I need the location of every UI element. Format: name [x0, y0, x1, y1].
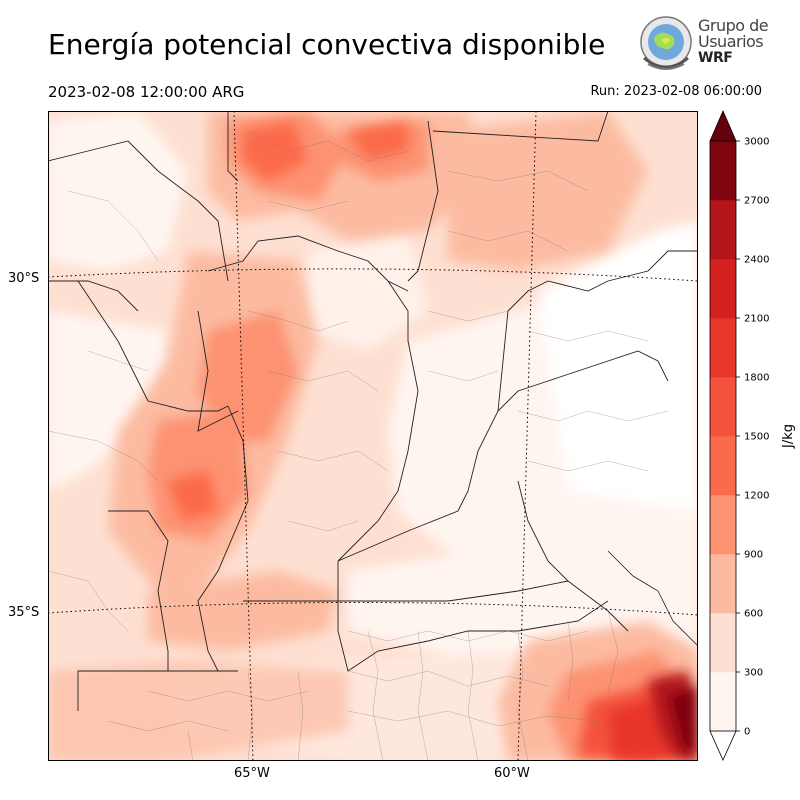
valid-time-label: 2023-02-08 12:00:00 ARG: [48, 83, 245, 101]
colorbar-tick-label: 600: [744, 609, 763, 620]
colorbar-segment: [710, 554, 736, 614]
colorbar-segment: [710, 613, 736, 673]
colorbar-tick-label: 300: [744, 668, 763, 679]
colorbar-segment: [710, 495, 736, 555]
colorbar: 0 300 600 900 1200 1500 1800 2100 2400 2700 3000 J/…: [709, 109, 796, 761]
colorbar-segment: [710, 200, 736, 260]
province-borders: [48, 111, 698, 711]
colorbar-segment: [710, 377, 736, 437]
logo-line-3: WRF: [698, 50, 733, 66]
colorbar-unit-label: J/kg: [781, 424, 796, 449]
colorbar-tick-label: 1800: [744, 373, 769, 384]
colorbar-tick-label: 2700: [744, 196, 769, 207]
colorbar-segment: [710, 436, 736, 496]
logo-line-1: Grupo de: [698, 16, 769, 35]
lon-label-60w: 60°W: [494, 766, 530, 781]
colorbar-tick-label: 2100: [744, 314, 769, 325]
colorbar-tick-label: 900: [744, 550, 763, 561]
colorbar-extend-min: [709, 730, 737, 761]
colorbar-segment: [710, 141, 736, 201]
lat-label-30s: 30°S: [8, 271, 40, 286]
map-frame: [48, 111, 698, 761]
lat-label-35s: 35°S: [8, 605, 40, 620]
department-borders: [48, 130, 669, 761]
run-time-label: Run: 2023-02-08 06:00:00: [590, 84, 762, 99]
colorbar-tick-label: 3000: [744, 137, 769, 148]
graticule: [48, 111, 698, 761]
colorbar-tick-label: 1200: [744, 491, 769, 502]
colorbar-segment: [710, 318, 736, 378]
cape-map: [48, 111, 698, 761]
colorbar-tick-label: 0: [744, 727, 750, 738]
wrf-group-logo: Grupo de Usuarios WRF: [636, 14, 786, 74]
colorbar-extend-max: [709, 109, 737, 142]
lon-label-65w: 65°W: [234, 766, 270, 781]
figure-title: Energía potencial convectiva disponible: [48, 28, 606, 61]
colorbar-segment: [710, 672, 736, 732]
globe-icon: [640, 16, 692, 70]
cape-field-extreme: [608, 671, 698, 761]
colorbar-tick-label: 1500: [744, 432, 769, 443]
logo-line-2: Usuarios: [698, 32, 764, 51]
colorbar-segment: [710, 259, 736, 319]
colorbar-tick-label: 2400: [744, 255, 769, 266]
